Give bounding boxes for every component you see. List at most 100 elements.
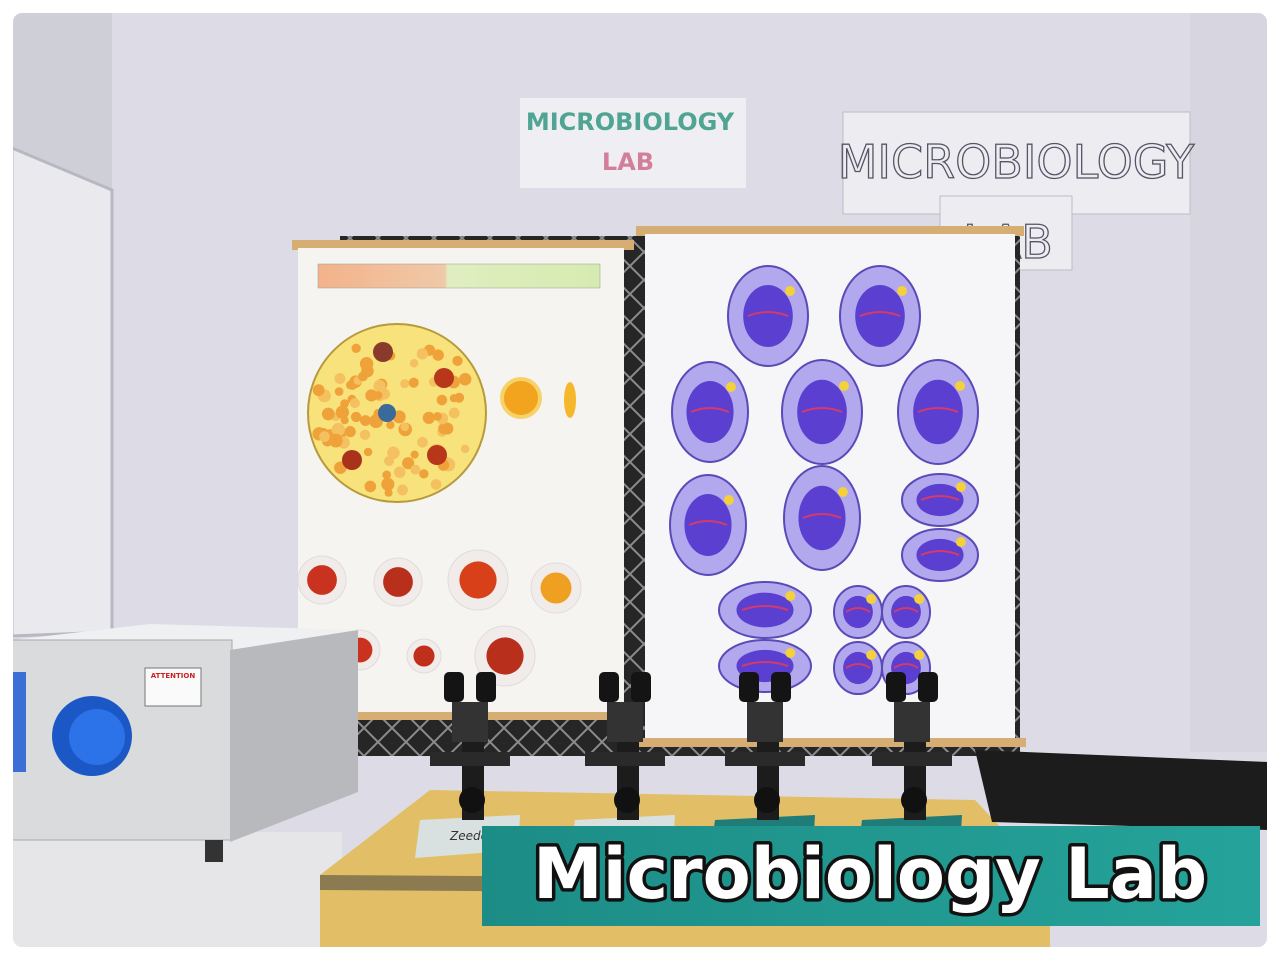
spindle <box>801 407 843 413</box>
cell <box>359 415 371 426</box>
cell-nucleus <box>916 483 964 517</box>
spindle <box>920 550 960 556</box>
warning-text: ATTENTION <box>151 672 196 680</box>
cell <box>350 411 362 423</box>
cell-nucleus <box>843 595 873 629</box>
cell <box>434 368 454 388</box>
chromosome <box>785 286 795 296</box>
chromosome <box>866 594 877 604</box>
cell <box>373 342 393 362</box>
blood-cells <box>312 342 472 497</box>
sign-text: MICROBIOLOGY <box>838 135 1195 189</box>
spindle <box>845 663 871 669</box>
cell <box>365 389 378 402</box>
scope-body <box>452 702 488 742</box>
cell <box>422 411 435 425</box>
spindle <box>688 520 728 526</box>
cell <box>386 420 395 430</box>
cell <box>400 422 410 432</box>
cell <box>359 429 371 440</box>
poster-rod <box>636 738 1026 747</box>
cell <box>410 450 419 459</box>
cell <box>460 444 470 454</box>
cell <box>378 404 396 422</box>
chromosome <box>785 591 796 601</box>
scope-stage <box>872 752 952 766</box>
cell <box>384 488 393 497</box>
cell <box>345 380 355 390</box>
chromosome <box>785 648 796 658</box>
brand: Zeedo <box>449 829 488 843</box>
cell <box>427 445 447 465</box>
spindle <box>920 495 960 501</box>
cell <box>364 480 377 493</box>
cell <box>351 343 361 354</box>
white-cells <box>297 549 582 687</box>
spindle <box>802 513 842 519</box>
scope-eyepiece <box>771 672 791 702</box>
cell <box>433 412 442 421</box>
sign-text: MICROBIOLOGY <box>526 108 735 136</box>
chromosome <box>955 381 965 391</box>
cell <box>382 470 392 480</box>
cell <box>344 426 356 438</box>
mitosis-cells <box>669 265 979 695</box>
tray <box>975 750 1268 830</box>
spindle <box>741 605 789 611</box>
cell-nucleus <box>916 538 964 572</box>
cell <box>417 436 428 448</box>
chromosome <box>955 482 966 492</box>
cell <box>458 373 472 386</box>
cell-nucleus <box>855 285 905 347</box>
cell <box>410 464 421 475</box>
scope-eyepiece <box>739 672 759 702</box>
spindle <box>845 607 871 613</box>
cell-nucleus <box>486 637 524 675</box>
whiteboard <box>12 145 114 638</box>
cell <box>408 377 419 388</box>
cell <box>387 446 400 459</box>
cell <box>334 387 344 396</box>
cell-nucleus <box>913 379 963 445</box>
cell <box>438 423 449 434</box>
cell <box>564 382 576 418</box>
autoclave-knob <box>69 709 125 765</box>
cell <box>436 394 448 406</box>
scope-knob <box>459 787 485 813</box>
scope-eyepiece <box>918 672 938 702</box>
cell-nucleus <box>540 572 572 604</box>
cell <box>342 450 362 470</box>
poster-rod <box>636 226 1024 236</box>
cell <box>432 349 444 361</box>
cell-nucleus <box>843 651 873 685</box>
wall-edge <box>1190 12 1268 752</box>
scope-body <box>894 702 930 742</box>
spindle <box>917 407 959 413</box>
spindle <box>859 311 901 317</box>
cell <box>416 348 428 360</box>
scope-knob <box>901 787 927 813</box>
cell <box>419 469 429 479</box>
cell-nucleus <box>736 592 794 628</box>
spindle <box>747 311 789 317</box>
cell-nucleus <box>684 494 732 556</box>
caption-band <box>482 826 1260 926</box>
spindle <box>690 407 730 413</box>
cell <box>448 407 460 419</box>
cell-nucleus <box>459 561 497 599</box>
chromosome <box>723 495 734 505</box>
chromosome <box>839 381 849 391</box>
caption: Microbiology Lab <box>533 833 1207 915</box>
chromosome <box>914 650 925 660</box>
cell <box>430 479 442 490</box>
cell <box>409 358 419 368</box>
cell-nucleus <box>686 381 734 443</box>
cell <box>500 377 542 419</box>
scope-stage <box>725 752 805 766</box>
cell <box>363 447 373 457</box>
poster-rod <box>292 240 634 250</box>
cell <box>312 384 325 397</box>
scope-stage <box>430 752 510 766</box>
